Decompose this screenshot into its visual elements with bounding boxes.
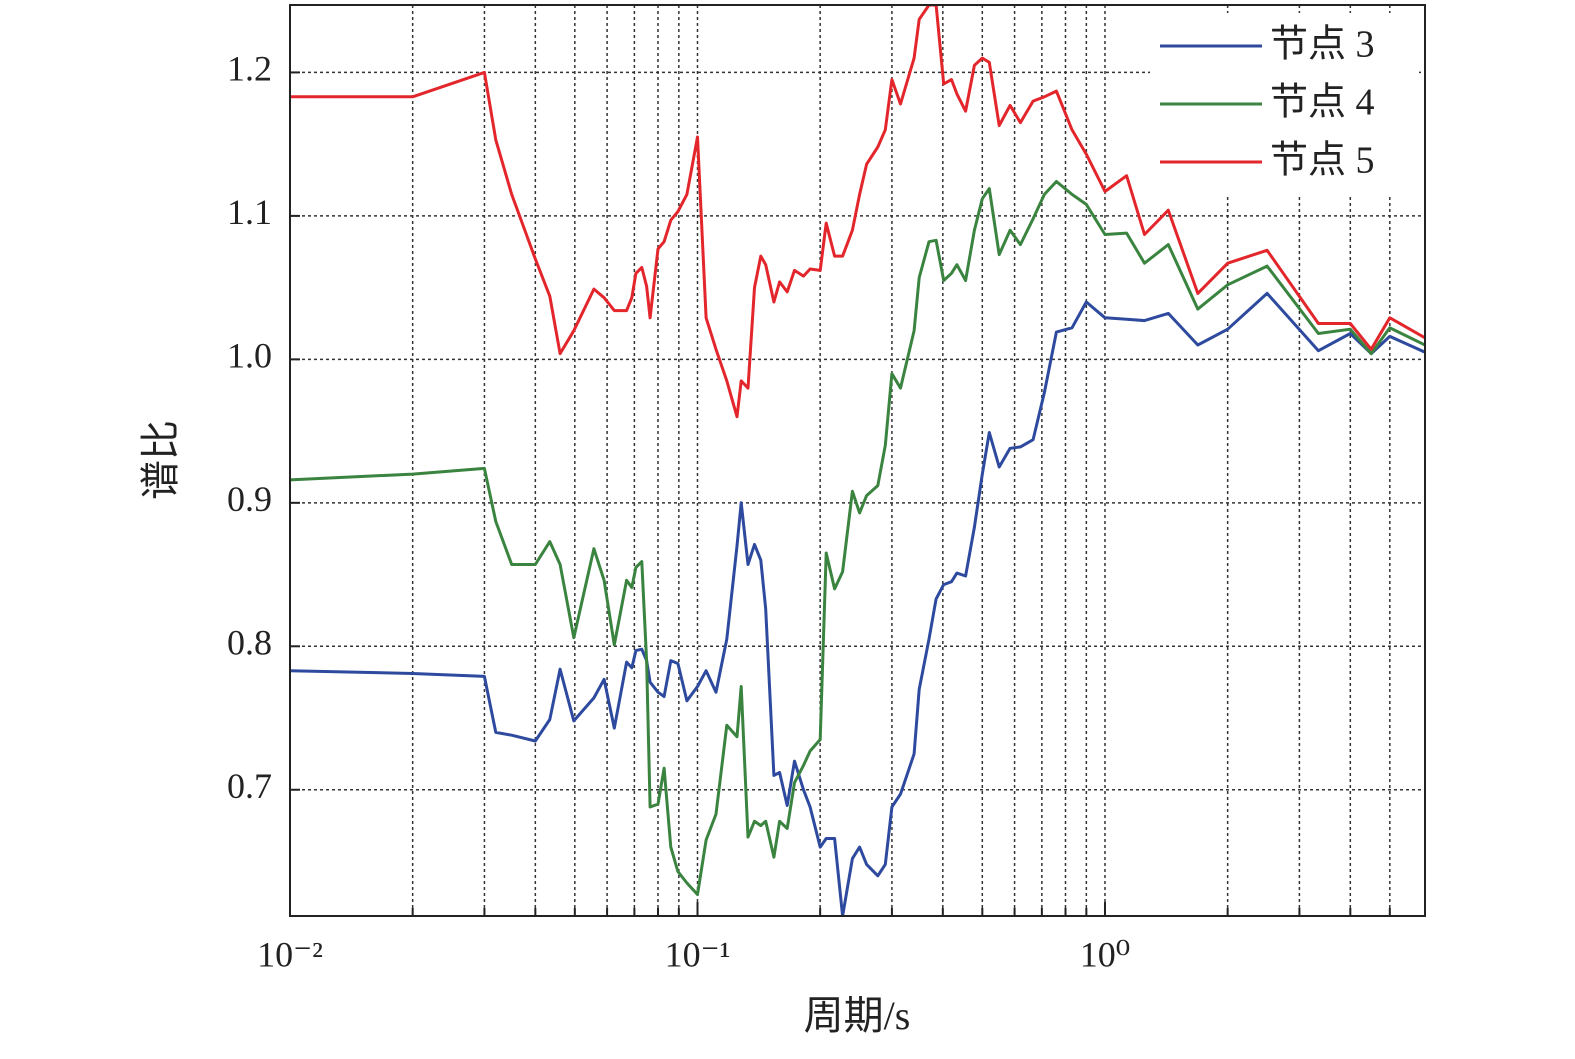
x-tick-label: 10⁰ (1080, 934, 1130, 974)
y-tick-label: 0.9 (227, 479, 272, 519)
series-line (290, 5, 1425, 419)
x-axis-label: 周期/s (804, 993, 911, 1038)
series-line (290, 291, 1425, 916)
y-tick-label: 1.1 (227, 192, 272, 232)
series-line (290, 180, 1425, 896)
legend-label: 节点 4 (1270, 82, 1375, 124)
plot-lines (290, 5, 1425, 916)
y-tick-label: 0.7 (227, 766, 272, 806)
y-tick-label: 0.8 (227, 623, 272, 663)
legend-label: 节点 5 (1270, 140, 1375, 182)
y-tick-label: 1.0 (227, 336, 272, 376)
x-tick-label: 10⁻² (257, 934, 323, 974)
legend: 节点 3 节点 4 节点 5 (1150, 13, 1419, 195)
y-axis-label: 谱比 (138, 420, 183, 500)
legend-label: 节点 3 (1270, 24, 1375, 66)
plot-frame (289, 4, 1426, 917)
x-tick-label: 10⁻¹ (665, 934, 731, 974)
y-tick-label: 1.2 (227, 49, 272, 89)
